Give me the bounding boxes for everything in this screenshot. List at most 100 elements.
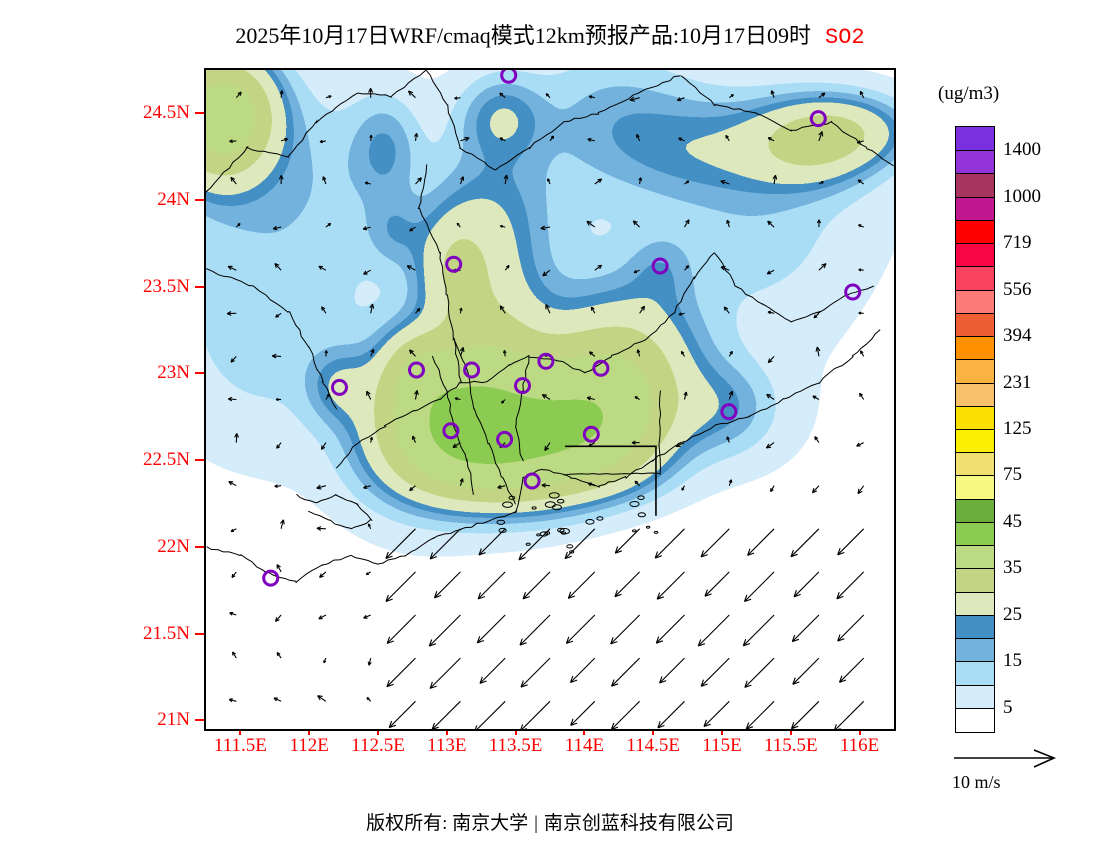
wind-vector [725, 134, 730, 142]
species-label: SO2 [825, 25, 865, 50]
island-outline [585, 519, 595, 525]
colorbar-band [956, 661, 994, 686]
wind-vector [790, 528, 820, 558]
wind-vector [542, 269, 551, 277]
island-outline [629, 501, 640, 507]
monitoring-station-marker[interactable] [331, 378, 348, 396]
y-tick-mark [195, 719, 204, 722]
wind-vector [657, 700, 685, 729]
wind-vector [811, 485, 820, 494]
wind-scale-label: 10 m/s [952, 772, 1001, 792]
wind-vector [704, 571, 730, 597]
wind-vector [279, 90, 284, 98]
wind-vector [228, 480, 237, 487]
wind-vector [638, 177, 643, 185]
wind-vector [684, 180, 690, 185]
wind-vector [816, 219, 822, 228]
colorbar-band [956, 429, 994, 454]
monitoring-station-marker[interactable] [844, 283, 862, 301]
wind-vector [459, 176, 465, 185]
wind-vector [683, 391, 688, 400]
wind-vector [766, 269, 775, 275]
monitoring-station-marker[interactable] [809, 110, 827, 128]
wind-arrow-icon [954, 749, 1057, 768]
wind-vector [634, 480, 640, 487]
wind-vector [636, 349, 641, 357]
wind-vector [545, 304, 551, 314]
wind-vector [363, 614, 371, 619]
wind-vector [728, 479, 733, 486]
company-text: 南京创蓝科技有限公司 [543, 813, 734, 834]
monitoring-station-marker[interactable] [592, 359, 610, 377]
wind-vector [547, 178, 551, 185]
monitoring-station-marker[interactable] [523, 472, 541, 490]
colorbar-tick-label: 556 [1003, 278, 1032, 300]
wind-vector [497, 484, 506, 489]
monitoring-station-marker[interactable] [582, 425, 600, 443]
wind-vector [319, 139, 327, 144]
island-outline [632, 529, 637, 533]
island-outline [496, 519, 506, 525]
wind-vector [499, 92, 506, 99]
monitoring-station-marker[interactable] [442, 422, 460, 440]
wind-vector [227, 265, 237, 271]
wind-vector [363, 269, 371, 275]
wind-vector [684, 219, 690, 228]
monitoring-station-marker[interactable] [537, 352, 555, 370]
wind-vector [276, 652, 282, 659]
wind-vector [770, 90, 775, 98]
wind-vector [728, 350, 733, 357]
wind-vector [631, 440, 640, 445]
wind-vector [368, 87, 374, 98]
wind-vector [232, 651, 237, 659]
wind-vector [459, 347, 465, 357]
monitoring-station-marker[interactable] [651, 257, 669, 275]
wind-vector [858, 268, 864, 272]
monitoring-station-marker[interactable] [496, 430, 514, 448]
wind-vector [684, 265, 690, 271]
x-tick-label: 114.5E [626, 735, 681, 756]
monitoring-station-marker[interactable] [262, 569, 280, 587]
wind-vector [415, 177, 422, 185]
monitoring-station-marker[interactable] [463, 361, 481, 379]
colorbar [955, 126, 995, 733]
island-outline [645, 525, 651, 529]
wind-vector [519, 614, 551, 646]
monitoring-station-marker[interactable] [408, 361, 425, 379]
wind-vector [720, 266, 730, 271]
island-outline [498, 527, 507, 533]
island-outline [637, 495, 645, 501]
wind-vector [518, 528, 551, 561]
wind-vector [318, 614, 327, 620]
x-tick-mark [514, 727, 517, 735]
wind-vector [474, 700, 506, 729]
x-tick-mark [858, 727, 861, 735]
colorbar-band [956, 150, 994, 175]
island-outline [508, 495, 516, 500]
monitoring-station-marker[interactable] [720, 403, 738, 421]
wind-vector [818, 131, 824, 142]
wind-vector [767, 356, 775, 364]
wind-vector [818, 92, 826, 99]
colorbar-band [956, 521, 994, 547]
wind-vector [477, 571, 506, 600]
monitoring-station-marker[interactable] [445, 255, 463, 273]
wind-vector [452, 442, 461, 448]
y-tick-mark [195, 545, 204, 548]
wind-vector [726, 436, 730, 443]
colorbar-tick-label: 35 [1003, 557, 1022, 579]
wind-vector [388, 700, 416, 729]
colorbar-tick-label: 394 [1003, 325, 1032, 347]
monitoring-station-marker[interactable] [514, 377, 531, 395]
x-tick-mark [583, 727, 586, 735]
wind-vector [500, 399, 506, 404]
colorbar-tick-label: 15 [1003, 650, 1022, 672]
colorbar-band [956, 568, 994, 593]
map-boundary-line [425, 70, 681, 171]
map-plot-area[interactable] [204, 68, 896, 731]
wind-vector [767, 220, 775, 228]
wind-vector [860, 350, 865, 357]
monitoring-station-marker[interactable] [500, 70, 518, 84]
map-boundary-line [453, 337, 516, 505]
wind-vector [728, 390, 734, 400]
